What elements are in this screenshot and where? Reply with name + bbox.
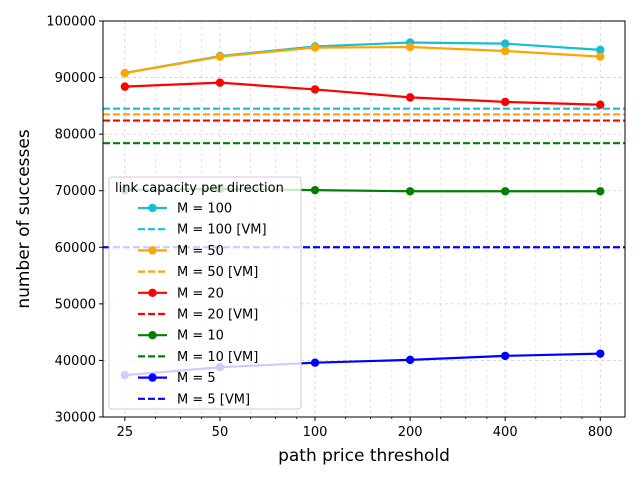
legend-label-m-10-vm: M = 10 [VM] — [177, 350, 258, 365]
legend-label-m-5: M = 5 — [177, 371, 216, 386]
series-m-5-point — [405, 355, 415, 365]
y-tick-label: 100000 — [46, 15, 96, 30]
series-m-50-point — [405, 42, 415, 52]
series-m-10-point — [596, 187, 605, 196]
series-lines — [120, 38, 605, 380]
x-tick-label: 800 — [588, 425, 613, 440]
legend-box — [108, 176, 302, 410]
legend-label-m-20-vm: M = 20 [VM] — [177, 308, 258, 323]
series-m-20-point — [310, 85, 320, 94]
series-m-5-point — [500, 351, 510, 361]
y-tick-label: 30000 — [55, 411, 96, 426]
legend-marker-m-20 — [148, 288, 157, 297]
legend-label-m-100: M = 100 — [177, 202, 232, 217]
series-m-10-point — [310, 185, 320, 195]
y-tick-label: 90000 — [55, 71, 96, 86]
series-m-20-point — [215, 78, 225, 87]
series-m-5-point — [596, 349, 605, 358]
x-tick-label: 200 — [398, 425, 423, 440]
series-m-20-line — [124, 81, 601, 106]
x-tick-label: 25 — [117, 425, 134, 440]
series-m-20-point — [596, 100, 605, 109]
y-tick-label: 70000 — [55, 184, 96, 199]
legend-label-m-50: M = 50 — [177, 244, 224, 259]
y-tick-label: 60000 — [55, 241, 96, 256]
series-m-50-point — [500, 46, 510, 56]
series-m-50-point — [120, 68, 130, 78]
plot-frame — [102, 20, 626, 418]
legend-label-m-20: M = 20 — [177, 286, 224, 301]
y-tick-label: 80000 — [55, 128, 96, 143]
legend-marker-m-100 — [148, 203, 157, 213]
y-tick-label: 40000 — [55, 354, 96, 369]
series-m-100-point — [500, 39, 510, 48]
legend-label-m-10: M = 10 — [177, 329, 224, 344]
series-m-50-point — [310, 43, 320, 52]
series-m-20-point — [500, 97, 510, 107]
x-tick-label: 400 — [493, 425, 518, 440]
series-m-10-point — [405, 187, 415, 196]
series-m-20-point — [405, 93, 415, 102]
legend-marker-m-5 — [148, 373, 157, 382]
legend-marker-m-50 — [148, 246, 157, 255]
legend-label-m-50-vm: M = 50 [VM] — [177, 265, 258, 280]
legend-title: link capacity per direction — [115, 181, 284, 196]
legend-label-m-5-vm: M = 5 [VM] — [177, 392, 250, 407]
legend-marker-m-10 — [148, 331, 157, 340]
legend: link capacity per direction M = 100 M = 1… — [108, 176, 302, 410]
series-m-50-line — [124, 45, 601, 75]
x-axis-label: path price threshold — [278, 446, 450, 466]
x-tick-label: 50 — [212, 425, 229, 440]
series-m-50-point — [215, 52, 225, 61]
series-m-20-point — [120, 82, 130, 91]
axis-ticks: 25 50 100 200 400 800 30000 40000 50000 60000 7000… — [46, 15, 612, 441]
x-tick-label: 100 — [303, 425, 328, 440]
y-axis-label: number of successes — [14, 129, 34, 308]
series-m-100-point — [596, 45, 605, 55]
y-tick-label: 50000 — [55, 297, 96, 312]
series-m-5-point — [310, 358, 320, 367]
series-m-50-point — [596, 52, 605, 61]
legend-label-m-100-vm: M = 100 [VM] — [177, 223, 267, 238]
series-m-10-point — [500, 187, 510, 196]
